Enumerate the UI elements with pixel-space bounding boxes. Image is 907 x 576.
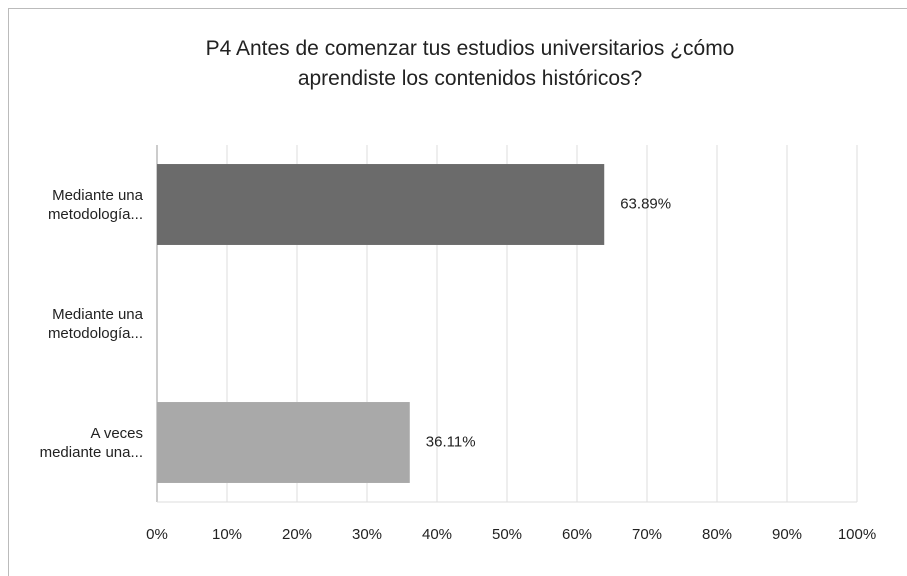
x-tick-label: 70% <box>632 526 662 543</box>
value-label: 63.89% <box>620 195 671 212</box>
y-tick-label: Mediante una metodología... <box>47 305 143 342</box>
value-label: 36.11% <box>426 433 476 450</box>
bar <box>157 164 605 245</box>
bar <box>157 402 410 483</box>
x-tick-label: 100% <box>838 526 876 543</box>
frame <box>8 8 907 576</box>
y-tick-label: A veces mediante una... <box>39 424 143 461</box>
x-tick-label: 30% <box>352 526 382 543</box>
x-tick-label: 80% <box>702 526 732 543</box>
x-tick-label: 90% <box>772 526 802 543</box>
x-tick-label: 50% <box>492 526 522 543</box>
chart-title: P4 Antes de comenzar tus estudios univer… <box>205 37 735 90</box>
x-tick-label: 0% <box>146 526 168 543</box>
x-tick-label: 60% <box>562 526 592 543</box>
x-tick-label: 40% <box>422 526 452 543</box>
x-tick-label: 10% <box>212 526 242 543</box>
x-tick-label: 20% <box>282 526 312 543</box>
y-tick-label: Mediante una metodología... <box>47 186 143 223</box>
